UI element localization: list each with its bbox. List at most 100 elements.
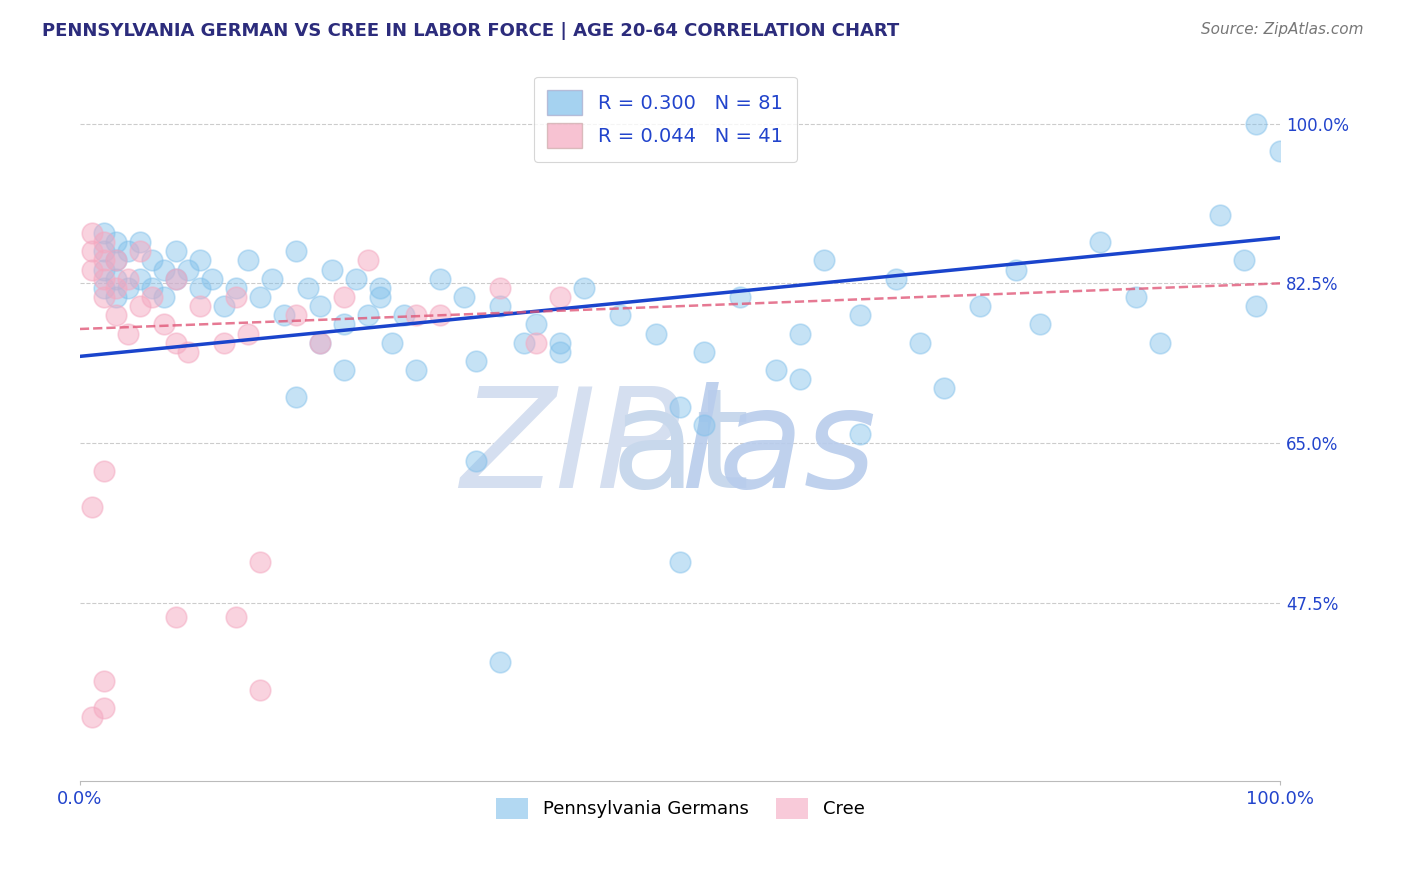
Legend: Pennsylvania Germans, Cree: Pennsylvania Germans, Cree (488, 791, 872, 826)
Point (1005, 262, 1028, 277)
Point (513, 335, 536, 350)
Point (93, 673, 115, 688)
Point (934, 381, 956, 395)
Point (1029, 318, 1052, 332)
Point (128, 299, 150, 313)
Point (1244, 116, 1267, 130)
Point (405, 363, 427, 377)
Point (1149, 335, 1171, 350)
Point (128, 235, 150, 250)
Point (128, 272, 150, 286)
Point (141, 290, 163, 304)
Point (80, 262, 103, 277)
Point (225, 290, 247, 304)
Point (236, 326, 259, 341)
Point (93, 235, 115, 250)
Point (188, 253, 211, 268)
Point (93, 281, 115, 295)
Point (405, 308, 427, 322)
Point (212, 299, 235, 313)
Point (104, 253, 127, 268)
Point (489, 281, 512, 295)
Point (392, 308, 415, 322)
Point (908, 335, 931, 350)
Text: ZIP: ZIP (460, 382, 681, 516)
Point (1209, 208, 1232, 222)
Point (117, 244, 139, 259)
Point (117, 281, 139, 295)
Point (357, 253, 380, 268)
Point (728, 290, 751, 304)
Text: PENNSYLVANIA GERMAN VS CREE IN LABOR FORCE | AGE 20-64 CORRELATION CHART: PENNSYLVANIA GERMAN VS CREE IN LABOR FOR… (42, 22, 900, 40)
Point (645, 326, 668, 341)
Point (789, 372, 811, 386)
Point (80, 710, 103, 724)
Point (104, 272, 127, 286)
Point (333, 363, 356, 377)
Point (273, 308, 295, 322)
Point (813, 253, 835, 268)
Point (489, 655, 512, 669)
Point (297, 281, 319, 295)
Text: at: at (610, 382, 749, 516)
Point (153, 318, 176, 332)
Point (188, 281, 211, 295)
Point (693, 344, 716, 359)
Point (884, 272, 907, 286)
Point (165, 609, 187, 624)
Point (284, 308, 307, 322)
Point (117, 326, 139, 341)
Point (465, 454, 488, 468)
Point (165, 335, 187, 350)
Point (80, 500, 103, 514)
Point (381, 335, 404, 350)
Point (188, 299, 211, 313)
Point (225, 609, 247, 624)
Point (453, 290, 475, 304)
Text: las: las (681, 382, 876, 516)
Point (249, 682, 271, 697)
Point (153, 290, 176, 304)
Point (465, 354, 488, 368)
Point (344, 272, 367, 286)
Point (141, 281, 163, 295)
Point (309, 335, 332, 350)
Point (1244, 299, 1267, 313)
Point (249, 290, 271, 304)
Point (93, 463, 115, 477)
Point (309, 299, 332, 313)
Point (333, 290, 356, 304)
Point (104, 281, 127, 295)
Point (236, 253, 259, 268)
Point (165, 244, 187, 259)
Point (1233, 253, 1256, 268)
Point (284, 244, 307, 259)
Point (1090, 235, 1112, 250)
Point (104, 308, 127, 322)
Point (429, 308, 451, 322)
Point (572, 281, 595, 295)
Point (333, 318, 356, 332)
Point (765, 363, 787, 377)
Point (284, 391, 307, 405)
Point (93, 226, 115, 240)
Point (249, 555, 271, 569)
Point (104, 235, 127, 250)
Point (177, 344, 200, 359)
Point (849, 427, 872, 442)
Point (93, 701, 115, 715)
Point (80, 226, 103, 240)
Point (429, 272, 451, 286)
Point (321, 262, 343, 277)
Point (548, 335, 571, 350)
Point (93, 262, 115, 277)
Point (165, 272, 187, 286)
Point (177, 262, 200, 277)
Point (1125, 290, 1147, 304)
Point (849, 308, 872, 322)
Point (93, 244, 115, 259)
Point (693, 417, 716, 432)
Point (969, 299, 991, 313)
Text: Source: ZipAtlas.com: Source: ZipAtlas.com (1201, 22, 1364, 37)
Point (201, 272, 224, 286)
